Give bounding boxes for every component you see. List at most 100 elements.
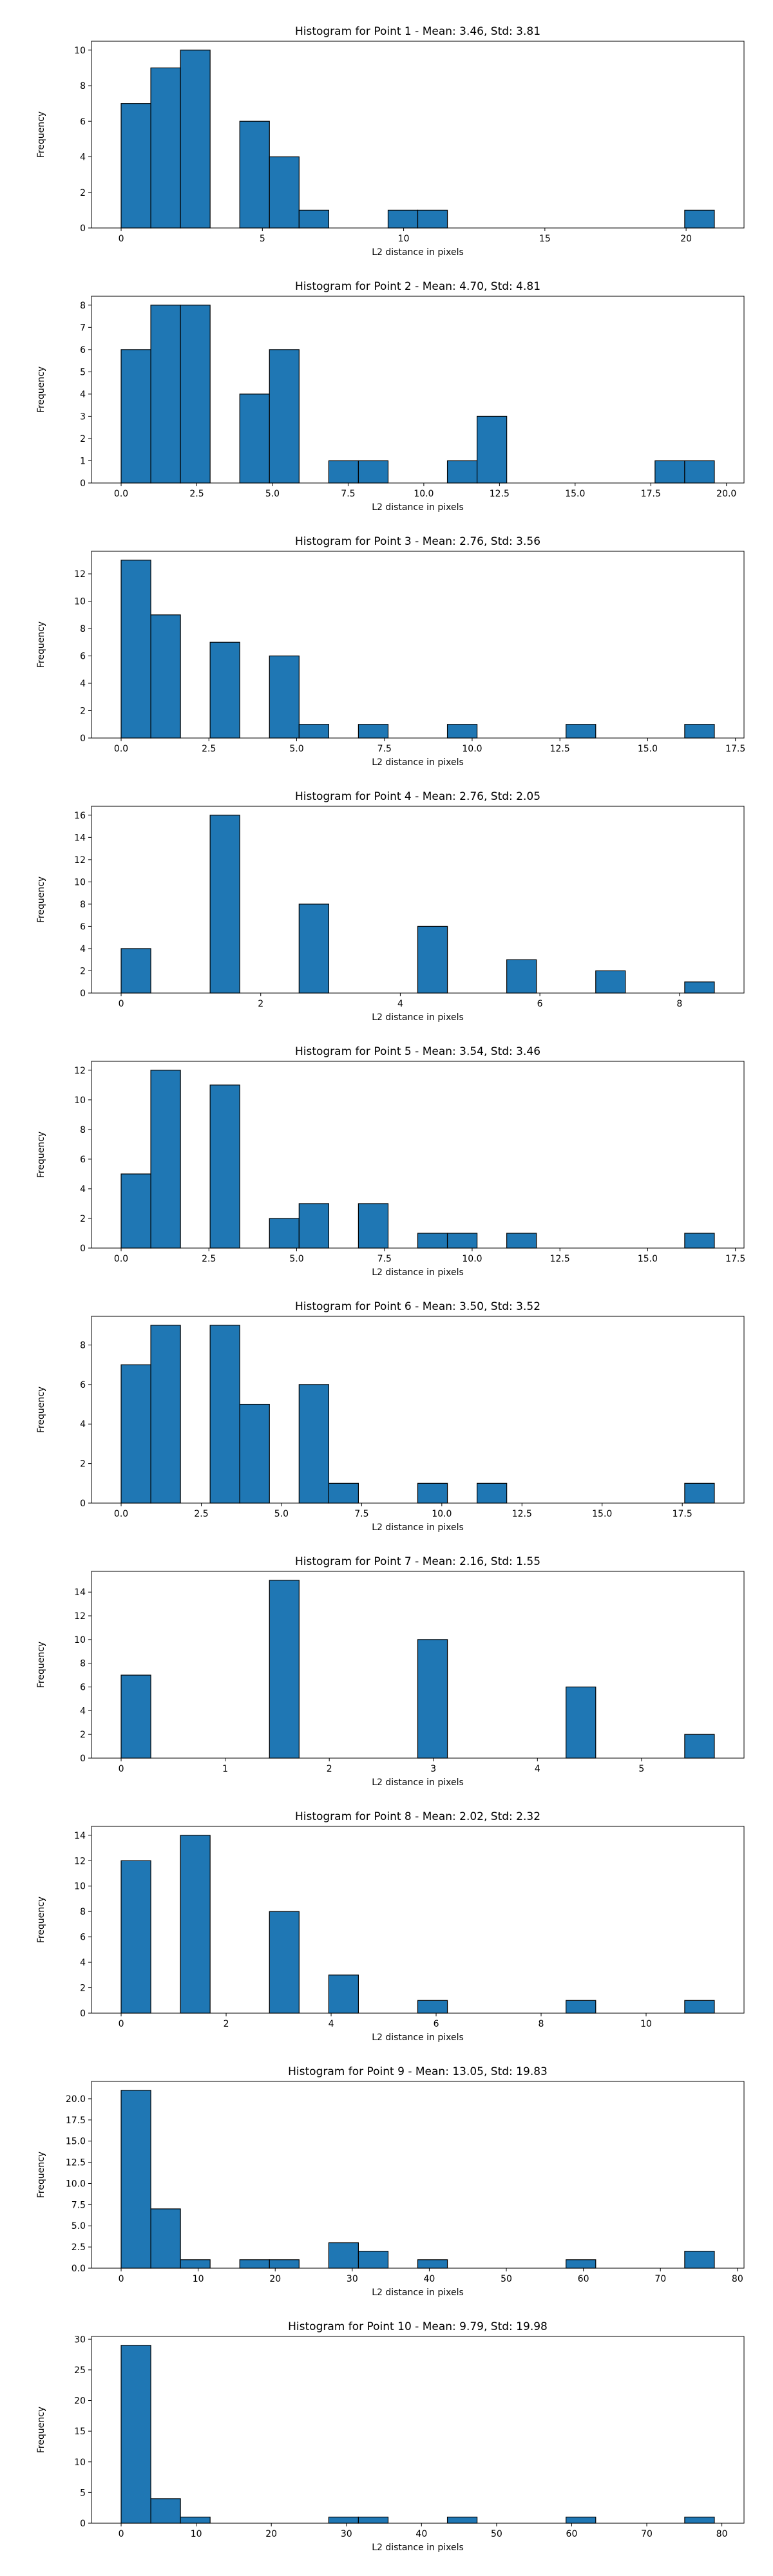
- x-tick-label: 8: [676, 999, 682, 1009]
- x-tick-label: 10: [640, 2019, 652, 2029]
- bars: [120, 1325, 715, 1504]
- histogram-bar: [566, 724, 596, 739]
- x-tick-label: 0: [119, 1764, 124, 1774]
- plot-frame: [91, 1061, 745, 1249]
- x-tick-label: 10: [191, 2529, 202, 2539]
- histogram-chart-7: Histogram for Point 7 - Mean: 2.16, Std:…: [36, 1555, 745, 1788]
- y-tick-label: 5: [80, 2488, 86, 2498]
- histogram-bar: [298, 209, 329, 229]
- y-tick-label: 14: [74, 1587, 86, 1598]
- y-axis-label: Frequency: [36, 1642, 46, 1688]
- histogram-bar: [298, 724, 329, 739]
- y-tick-label: 2: [80, 1214, 86, 1224]
- x-tick-label: 15.0: [565, 489, 585, 499]
- histogram-bar: [684, 981, 715, 994]
- y-tick-label: 6: [80, 1933, 86, 1943]
- x-tick-label: 6: [537, 999, 543, 1009]
- histogram-bar: [566, 2259, 596, 2269]
- x-tick-label: 5: [260, 234, 265, 244]
- histogram-bar: [417, 925, 448, 994]
- histogram-bar: [417, 1233, 448, 1249]
- histogram-bar: [120, 2090, 151, 2269]
- histogram-bar: [684, 724, 715, 739]
- histogram-bar: [417, 1482, 448, 1504]
- plot-frame: [91, 41, 745, 229]
- x-tick-label: 15.0: [638, 1254, 658, 1264]
- chart-title: Histogram for Point 6 - Mean: 3.50, Std:…: [295, 1300, 540, 1313]
- x-tick-label: 12.5: [550, 1254, 570, 1264]
- x-tick-label: 10.0: [462, 744, 482, 754]
- histogram-chart-10: Histogram for Point 10 - Mean: 9.79, Std…: [36, 2320, 745, 2553]
- chart-title: Histogram for Point 5 - Mean: 3.54, Std:…: [295, 1045, 540, 1058]
- y-tick-label: 2: [80, 966, 86, 976]
- y-tick-label: 10: [74, 1882, 86, 1892]
- x-tick-label: 7.5: [354, 1509, 368, 1519]
- histogram-bar: [684, 2251, 715, 2269]
- y-tick-label: 4: [80, 944, 86, 954]
- y-tick-label: 4: [80, 153, 86, 163]
- x-axis-label: L2 distance in pixels: [372, 757, 464, 768]
- plot-frame: [91, 551, 745, 739]
- x-tick-label: 30: [347, 2274, 358, 2284]
- chart-title: Histogram for Point 2 - Mean: 4.70, Std:…: [295, 280, 540, 293]
- bars: [120, 2345, 715, 2524]
- y-tick-label: 10: [74, 2458, 86, 2468]
- x-tick-label: 2: [224, 2019, 229, 2029]
- histogram-bar: [120, 2345, 151, 2524]
- x-axis-label: L2 distance in pixels: [372, 2032, 464, 2043]
- y-tick-label: 8: [80, 624, 86, 634]
- histogram-bar: [120, 948, 151, 994]
- x-tick-label: 0.0: [114, 1254, 128, 1264]
- plot-frame: [91, 2081, 745, 2269]
- y-axis-label: Frequency: [36, 2407, 46, 2453]
- x-tick-label: 5.0: [289, 1254, 303, 1264]
- histogram-bar: [209, 1084, 240, 1249]
- histogram-bar: [566, 2516, 596, 2524]
- x-tick-label: 2.5: [189, 489, 204, 499]
- chart-title: Histogram for Point 3 - Mean: 2.76, Std:…: [295, 535, 540, 548]
- y-tick-label: 4: [80, 1419, 86, 1430]
- x-tick-label: 15: [539, 234, 551, 244]
- x-tick-label: 12.5: [512, 1509, 532, 1519]
- x-tick-label: 70: [641, 2529, 653, 2539]
- y-tick-label: 2.5: [72, 2242, 86, 2253]
- histogram-bar: [387, 209, 419, 229]
- y-tick-label: 17.5: [66, 2116, 86, 2126]
- histogram-bar: [150, 67, 181, 229]
- y-axis-label: Frequency: [36, 876, 46, 923]
- y-tick-label: 10: [74, 1095, 86, 1106]
- histogram-bar: [120, 1173, 151, 1249]
- histogram-bar: [150, 2208, 181, 2269]
- histogram-bar: [417, 2259, 448, 2269]
- y-tick-label: 0: [80, 2009, 86, 2019]
- x-tick-label: 2.5: [202, 1254, 216, 1264]
- histogram-bar: [684, 460, 715, 484]
- histogram-bar: [269, 1911, 300, 2014]
- y-tick-label: 0: [80, 1499, 86, 1509]
- y-tick-label: 20: [74, 2396, 86, 2407]
- y-tick-label: 12: [74, 569, 86, 580]
- y-tick-label: 25: [74, 2365, 86, 2376]
- y-tick-label: 10: [74, 877, 86, 887]
- x-tick-label: 70: [654, 2274, 666, 2284]
- histogram-bar: [269, 2259, 300, 2269]
- histogram-bar: [566, 1686, 596, 1759]
- x-tick-label: 5.0: [265, 489, 280, 499]
- y-tick-label: 15: [74, 2427, 86, 2437]
- histogram-bar: [684, 1482, 715, 1504]
- x-tick-label: 10.0: [432, 1509, 452, 1519]
- x-axis-label: L2 distance in pixels: [372, 1267, 464, 1278]
- histogram-bar: [446, 460, 478, 484]
- histogram-bar: [417, 209, 448, 229]
- histogram-bar: [506, 959, 537, 994]
- x-tick-label: 3: [430, 1764, 436, 1774]
- histogram-bar: [328, 2242, 359, 2269]
- y-tick-label: 8: [80, 1907, 86, 1917]
- y-tick-label: 2: [80, 706, 86, 717]
- y-tick-label: 12: [74, 855, 86, 866]
- histogram-bar: [328, 1482, 359, 1504]
- histogram-bar: [358, 1203, 389, 1249]
- y-tick-label: 6: [80, 1155, 86, 1165]
- x-tick-label: 5.0: [289, 744, 303, 754]
